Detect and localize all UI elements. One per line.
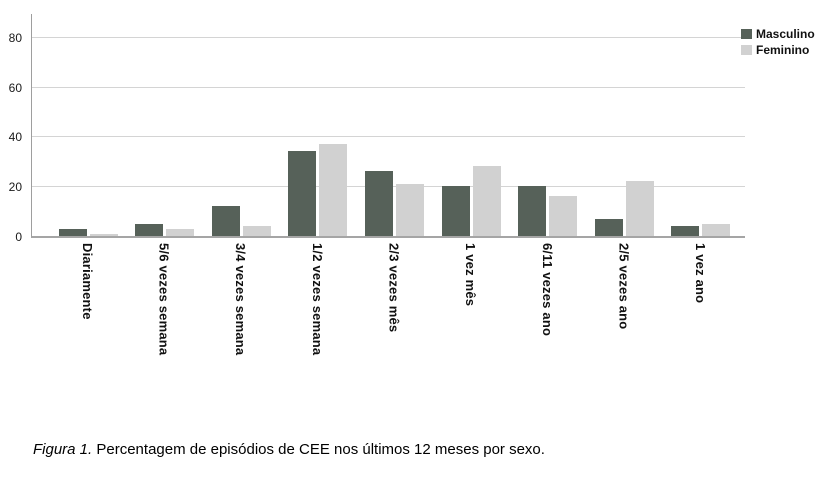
x-axis-label: 2/3 vezes mês xyxy=(386,243,402,333)
bar-masculino-9 xyxy=(671,226,700,236)
gridline-80 xyxy=(32,36,745,38)
bar-feminino-3 xyxy=(242,226,271,236)
x-axis-label: 5/6 vezes semana xyxy=(156,243,172,356)
bar-feminino-5 xyxy=(396,183,425,236)
x-label-cell-9: 1 vez ano xyxy=(662,243,739,408)
bar-masculino-2 xyxy=(135,223,164,236)
legend: Masculino Feminino xyxy=(741,27,815,59)
x-label-cell-2: 5/6 vezes semana xyxy=(126,243,203,408)
x-axis-label: 1 vez ano xyxy=(693,243,709,304)
bar-group-3 xyxy=(203,14,280,236)
bar-groups xyxy=(32,14,745,236)
bar-feminino-7 xyxy=(549,196,578,236)
plot-area xyxy=(31,14,745,238)
bar-feminino-8 xyxy=(625,181,654,236)
y-tick-label-60: 60 xyxy=(8,80,22,95)
bar-masculino-3 xyxy=(211,206,240,236)
bar-masculino-1 xyxy=(58,228,87,236)
x-label-cell-5: 2/3 vezes mês xyxy=(356,243,433,408)
bar-masculino-6 xyxy=(441,186,470,236)
x-axis-label: 6/11 vezes ano xyxy=(539,243,555,337)
x-axis-labels: Diariamente 5/6 vezes semana 3/4 vezes sem… xyxy=(31,243,745,408)
bar-group-4 xyxy=(280,14,357,236)
bar-group-8 xyxy=(586,14,663,236)
y-tick-label-0: 0 xyxy=(15,230,22,244)
bar-group-7 xyxy=(509,14,586,236)
legend-entry-feminino: Feminino xyxy=(741,43,815,57)
bar-masculino-4 xyxy=(288,151,317,236)
bar-feminino-4 xyxy=(319,143,348,236)
x-label-cell-3: 3/4 vezes semana xyxy=(202,243,279,408)
y-tick-label-40: 40 xyxy=(8,130,22,145)
y-tick-label-80: 80 xyxy=(8,30,22,45)
figure-caption: Figura 1. Percentagem de episódios de CE… xyxy=(33,441,545,458)
bar-feminino-6 xyxy=(472,166,501,236)
bar-group-5 xyxy=(356,14,433,236)
bar-group-2 xyxy=(127,14,204,236)
legend-label-masculino: Masculino xyxy=(756,27,815,41)
bar-group-6 xyxy=(433,14,510,236)
x-label-cell-1: Diariamente xyxy=(49,243,126,408)
legend-entry-masculino: Masculino xyxy=(741,27,815,41)
bar-group-1 xyxy=(50,14,127,236)
bar-feminino-1 xyxy=(89,233,118,236)
legend-label-feminino: Feminino xyxy=(756,43,810,57)
bar-masculino-7 xyxy=(518,186,547,236)
legend-swatch-feminino xyxy=(741,45,752,55)
figure-caption-label: Figura 1. xyxy=(33,441,93,458)
x-label-cell-4: 1/2 vezes semana xyxy=(279,243,356,408)
bar-feminino-2 xyxy=(166,228,195,236)
x-label-cell-6: 1 vez mês xyxy=(432,243,509,408)
bar-masculino-8 xyxy=(594,218,623,236)
bar-masculino-5 xyxy=(365,171,394,236)
x-label-cell-7: 6/11 vezes ano xyxy=(509,243,586,408)
x-axis-label: 2/5 vezes ano xyxy=(616,243,632,330)
gridline-60 xyxy=(32,86,745,88)
bar-feminino-9 xyxy=(702,223,731,236)
gridline-40 xyxy=(32,136,745,138)
x-axis-label: 1 vez mês xyxy=(463,243,479,307)
y-axis-tick-labels: 0 20 40 60 80 xyxy=(0,14,26,243)
bar-group-9 xyxy=(663,14,740,236)
x-axis-label: 3/4 vezes semana xyxy=(233,243,249,356)
x-label-cell-8: 2/5 vezes ano xyxy=(586,243,663,408)
figure-caption-text: Percentagem de episódios de CEE nos últi… xyxy=(96,441,545,458)
x-axis-label: 1/2 vezes semana xyxy=(309,243,325,356)
x-axis-label: Diariamente xyxy=(79,243,95,320)
legend-swatch-masculino xyxy=(741,29,752,39)
y-tick-label-20: 20 xyxy=(8,180,22,195)
